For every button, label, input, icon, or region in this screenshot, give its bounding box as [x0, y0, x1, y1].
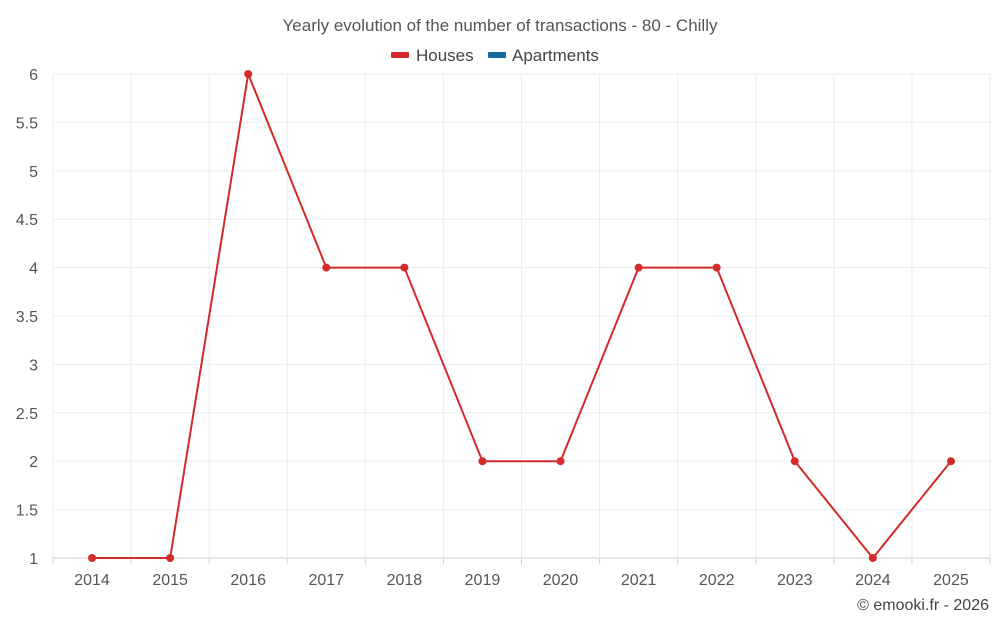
legend-label-apartments: Apartments [512, 46, 599, 65]
series-houses [88, 70, 955, 562]
legend-swatch-apartments [488, 52, 506, 58]
y-tick-label: 2.5 [16, 406, 38, 423]
legend-item-apartments[interactable]: Apartments [488, 46, 599, 65]
legend-swatch-houses [391, 52, 409, 58]
x-tick-label: 2019 [465, 572, 501, 589]
data-point-houses-2015[interactable] [166, 554, 175, 562]
series-line-houses [92, 73, 952, 559]
x-tick-label: 2016 [230, 572, 266, 589]
x-tick-label: 2024 [855, 572, 891, 589]
grid [52, 73, 991, 559]
y-axis-ticks: 1 1.5 2 2.5 3 3.5 4 4.5 5 5.5 6 [16, 67, 38, 568]
data-point-houses-2021[interactable] [634, 263, 643, 272]
x-axis-ticks: 2014 2015 2016 2017 2018 2019 2020 2021 2022 2023… [52, 558, 991, 589]
y-tick-label: 4.5 [16, 212, 38, 229]
y-tick-label: 1.5 [16, 503, 38, 520]
x-tick-label: 2015 [152, 572, 188, 589]
x-tick-label: 2017 [308, 572, 344, 589]
data-point-houses-2014[interactable] [88, 554, 97, 562]
y-tick-label: 5 [29, 164, 38, 181]
legend-item-houses[interactable]: Houses [391, 46, 474, 65]
data-point-houses-2018[interactable] [400, 263, 409, 272]
y-tick-label: 3 [29, 357, 38, 374]
y-tick-label: 5.5 [16, 115, 38, 132]
x-tick-label: 2025 [933, 572, 969, 589]
credit-text: © emooki.fr - 2026 [857, 597, 989, 614]
y-tick-label: 2 [29, 454, 38, 471]
y-tick-label: 4 [29, 261, 38, 278]
x-tick-label: 2018 [387, 572, 423, 589]
data-point-houses-2024[interactable] [868, 554, 877, 562]
y-tick-label: 6 [29, 67, 38, 84]
x-tick-label: 2020 [543, 572, 579, 589]
y-tick-label: 3.5 [16, 309, 38, 326]
x-tick-label: 2022 [699, 572, 735, 589]
data-point-houses-2016[interactable] [244, 70, 253, 78]
data-point-houses-2017[interactable] [322, 263, 331, 272]
data-point-houses-2019[interactable] [478, 457, 487, 466]
legend: Houses Apartments [391, 46, 599, 65]
y-tick-label: 1 [29, 551, 38, 568]
x-tick-label: 2023 [777, 572, 813, 589]
data-point-houses-2023[interactable] [790, 457, 799, 466]
x-tick-label: 2021 [621, 572, 657, 589]
data-point-houses-2025[interactable] [946, 457, 955, 466]
data-point-houses-2022[interactable] [712, 263, 721, 272]
x-tick-label: 2014 [74, 572, 110, 589]
chart-title: Yearly evolution of the number of transa… [283, 16, 718, 35]
data-point-houses-2020[interactable] [556, 457, 565, 466]
legend-label-houses: Houses [416, 46, 474, 65]
